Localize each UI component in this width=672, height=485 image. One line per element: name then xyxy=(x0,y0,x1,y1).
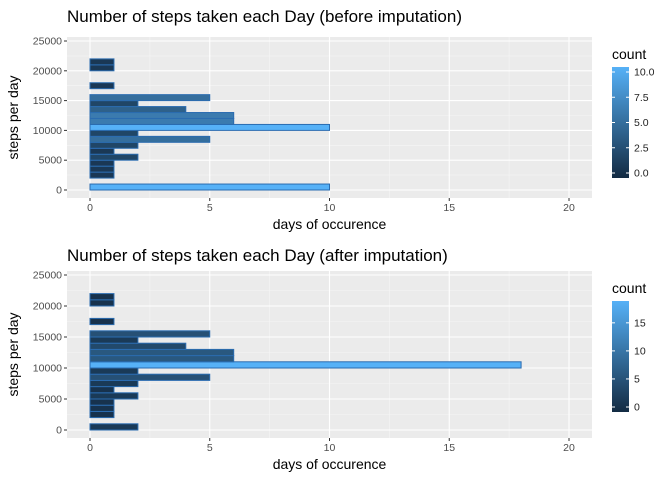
histogram-bar xyxy=(89,386,115,394)
histogram-bar xyxy=(89,367,139,375)
histogram-bar xyxy=(89,404,115,412)
y-axis-label: steps per day xyxy=(5,312,21,396)
histogram-bar xyxy=(89,423,139,431)
histogram-bar xyxy=(89,129,139,137)
histogram-bar xyxy=(89,117,235,125)
chart-title: Number of steps taken each Day (before i… xyxy=(67,7,462,26)
histogram-bar xyxy=(89,293,115,301)
histogram-bar xyxy=(89,299,115,307)
y-tick-label: 25000 xyxy=(33,36,62,48)
y-tick-label: 15000 xyxy=(33,95,62,107)
y-axis-label: steps per day xyxy=(5,75,21,159)
histogram-bar xyxy=(89,361,522,369)
x-tick-label: 5 xyxy=(207,442,213,454)
histogram-bar xyxy=(89,82,115,90)
legend-tick-label: 10 xyxy=(634,345,646,357)
y-tick-label: 0 xyxy=(56,185,62,197)
histogram-bar xyxy=(89,336,139,344)
chart-panel-2: 0 5 10 15 20 0 5000 10000 15000 20000 25000 Number … xyxy=(5,246,646,472)
y-tick-label: 0 xyxy=(56,425,62,437)
histogram-bar xyxy=(89,106,187,114)
histogram-bar xyxy=(89,141,139,149)
histogram-bar xyxy=(89,398,115,406)
x-tick-label: 20 xyxy=(563,202,575,214)
histogram-bar xyxy=(89,355,235,363)
x-tick-label: 5 xyxy=(207,202,213,214)
histogram-bar xyxy=(89,147,115,155)
x-tick-label: 20 xyxy=(563,442,575,454)
histogram-bar xyxy=(89,64,115,72)
histogram-bar xyxy=(89,153,139,161)
histogram-bar xyxy=(89,410,115,419)
legend-tick-label: 10.0 xyxy=(634,67,655,79)
histogram-bar xyxy=(89,183,330,191)
histogram-bar xyxy=(89,94,211,102)
x-axis-label: days of occurence xyxy=(273,456,387,472)
x-tick-label: 10 xyxy=(324,442,336,454)
legend-tick-label: 15 xyxy=(634,317,646,329)
histogram-bar xyxy=(89,165,115,173)
legend-tick-label: 5 xyxy=(634,373,640,385)
legend-tick-label: 2.5 xyxy=(634,142,649,154)
histogram-bar xyxy=(89,112,235,119)
legend-title: count xyxy=(612,280,646,296)
chart-panel-1: 0 5 10 15 20 0 5000 10000 15000 20000 25000 Number … xyxy=(5,7,655,232)
x-tick-label: 0 xyxy=(87,442,93,454)
y-tick-label: 15000 xyxy=(33,332,62,344)
chart-title: Number of steps taken each Day (after im… xyxy=(67,246,448,265)
y-tick-label: 10000 xyxy=(33,125,62,137)
histogram-bar xyxy=(89,317,115,326)
x-tick-label: 0 xyxy=(87,202,93,214)
legend-tick-label: 7.5 xyxy=(634,92,649,104)
histogram-bar xyxy=(89,392,139,400)
legend-colorbar xyxy=(612,67,629,178)
legend: count 0.0 2.5 5.0 7.5 10.0 xyxy=(612,46,655,180)
legend-tick-label: 0 xyxy=(634,402,640,414)
x-axis-label: days of occurence xyxy=(273,216,387,232)
histogram-bar xyxy=(89,330,211,338)
histogram-bar xyxy=(89,348,235,357)
histogram-bar xyxy=(89,159,115,167)
histogram-bar xyxy=(89,58,115,66)
legend-colorbar xyxy=(612,301,629,412)
legend: count 0 5 10 15 xyxy=(612,280,646,414)
histogram-bar xyxy=(89,342,187,350)
histogram-bar xyxy=(89,379,139,388)
x-tick-label: 15 xyxy=(443,442,455,454)
histogram-bar xyxy=(89,123,330,131)
y-tick-label: 25000 xyxy=(33,270,62,282)
legend-title: count xyxy=(612,46,646,62)
x-tick-label: 15 xyxy=(443,202,455,214)
histogram-bar xyxy=(89,135,211,143)
y-tick-label: 20000 xyxy=(33,65,62,77)
legend-tick-label: 0.0 xyxy=(634,168,649,180)
x-tick-label: 10 xyxy=(324,202,336,214)
y-tick-label: 5000 xyxy=(39,394,63,406)
y-tick-label: 10000 xyxy=(33,363,62,375)
histogram-bar xyxy=(89,171,115,179)
histogram-bar xyxy=(89,100,139,108)
histogram-bar xyxy=(89,373,211,381)
y-tick-label: 20000 xyxy=(33,301,62,313)
legend-tick-label: 5.0 xyxy=(634,117,649,129)
y-tick-label: 5000 xyxy=(39,155,63,167)
